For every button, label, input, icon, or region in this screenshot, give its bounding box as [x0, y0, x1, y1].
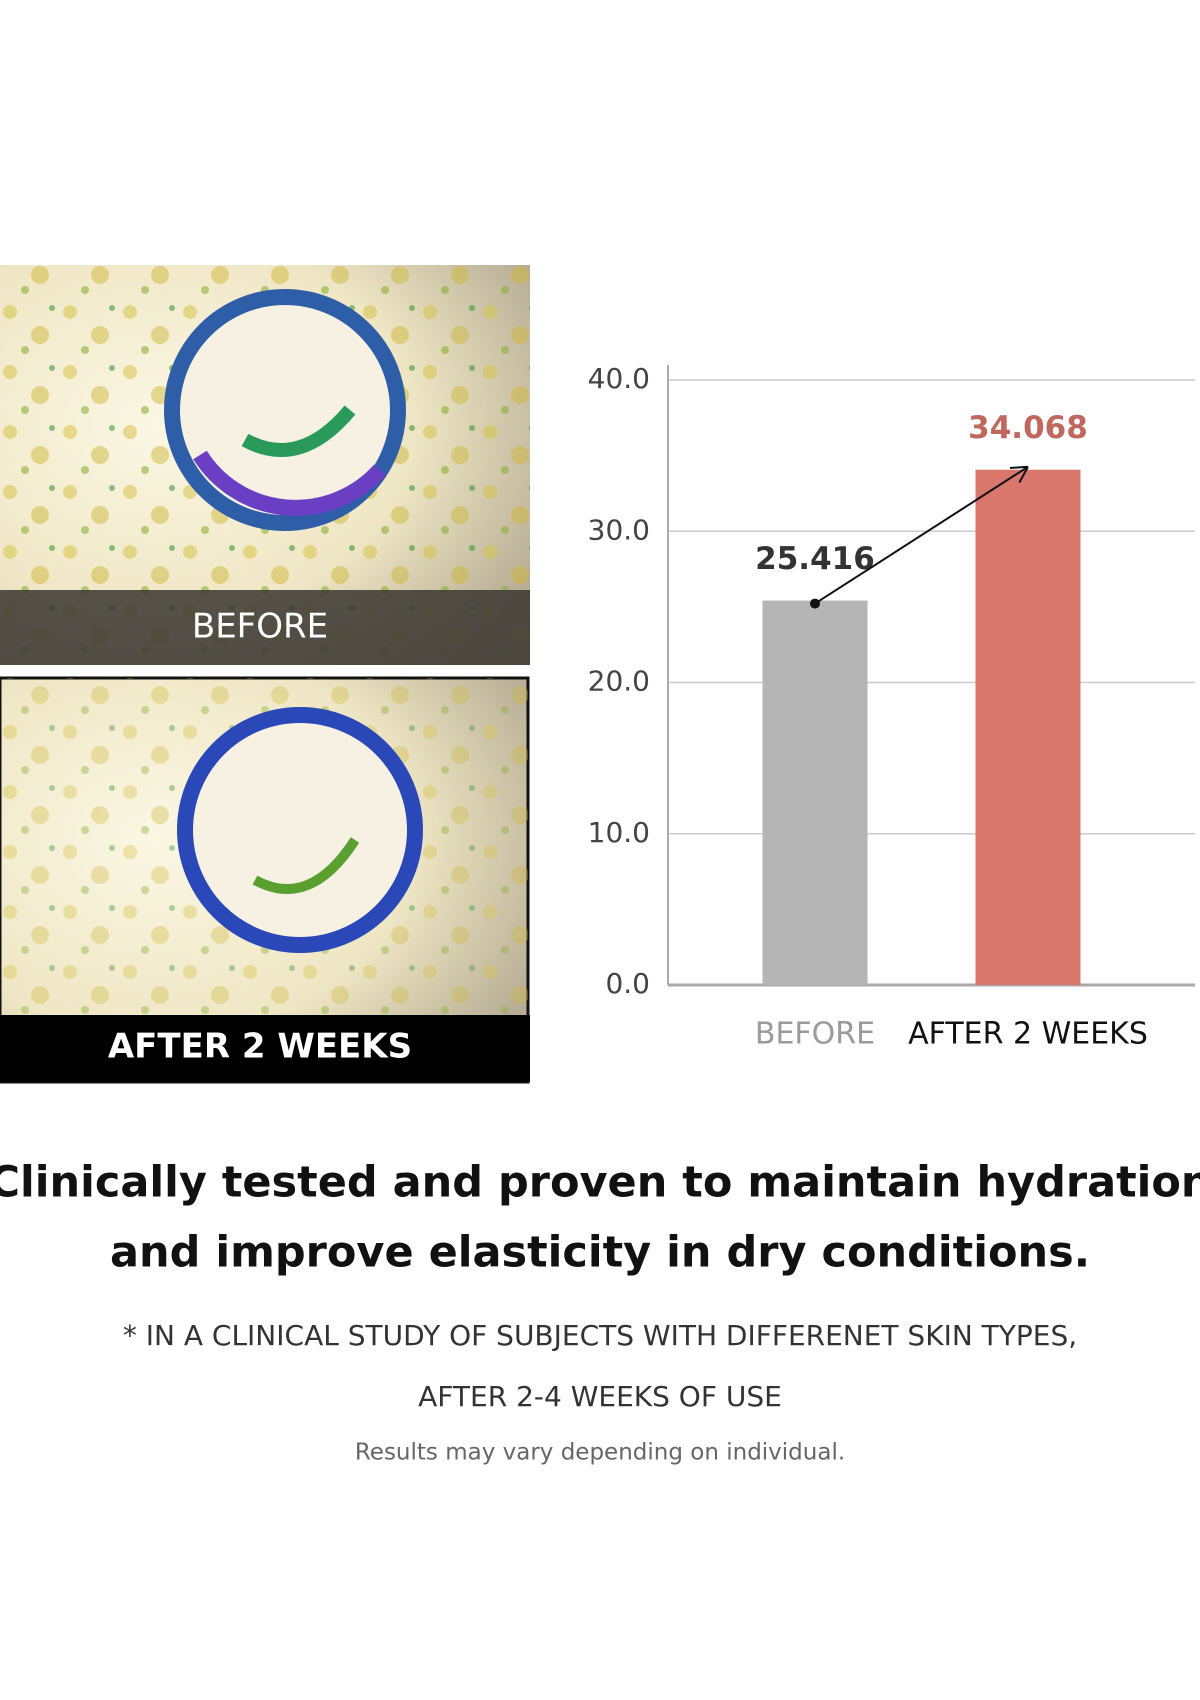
bar: [762, 600, 868, 985]
arrow-head: [1009, 465, 1029, 469]
y-tick-label: 0.0: [605, 967, 650, 1000]
chart: 0.0 10.0 20.0 30.0 40.0 25.416 BEFORE 34.068 AFT…: [588, 362, 1195, 1052]
footnote: * IN A CLINICAL STUDY OF SUBJECTS WITH D…: [123, 1319, 1077, 1352]
bar: [975, 469, 1081, 985]
x-tick-label: BEFORE: [755, 1017, 875, 1052]
y-tick-label: 30.0: [588, 513, 650, 546]
after-photo: [0, 676, 530, 1084]
before-photo: [0, 265, 530, 665]
arrow: [814, 465, 1029, 605]
footnote: AFTER 2-4 WEEKS OF USE: [418, 1380, 782, 1413]
photo-caption: AFTER 2 WEEKS: [108, 1027, 412, 1067]
photo-caption: BEFORE: [192, 607, 328, 647]
value-label: 34.068: [968, 410, 1088, 446]
value-label: 25.416: [755, 541, 875, 577]
headline: and improve elasticity in dry conditions…: [110, 1228, 1090, 1278]
y-tick-label: 20.0: [588, 665, 650, 698]
disclaimer: Results may vary depending on individual…: [355, 1440, 845, 1466]
y-tick-label: 40.0: [588, 362, 650, 395]
headline: Clinically tested and proven to maintain…: [0, 1158, 1200, 1208]
y-tick-label: 10.0: [588, 816, 650, 849]
x-tick-label: AFTER 2 WEEKS: [908, 1017, 1148, 1052]
arrow-head: [1018, 466, 1029, 483]
